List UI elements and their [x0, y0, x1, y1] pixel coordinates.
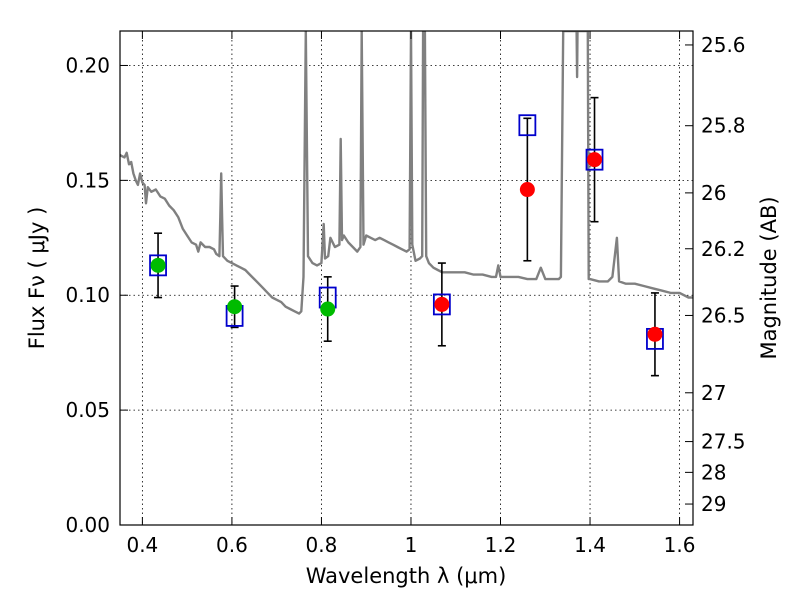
square-marker: [585, 148, 604, 171]
y-tick-label: 0.10: [65, 283, 110, 307]
circle-marker: [434, 296, 450, 312]
circle-marker: [647, 326, 663, 342]
right-tick-label: 26: [701, 181, 726, 205]
y-tick-label: 0.20: [65, 53, 110, 77]
right-tick-label: 25.6: [701, 33, 746, 57]
x-tick-label: 1.4: [574, 533, 606, 557]
axis-ticks: 0.4 0.6 0.8 1 1.2 1.4 1.6 0.00 0.05 0.10 0.15 0.20 2…: [65, 31, 746, 557]
right-tick-label: 27.5: [701, 430, 746, 454]
x-tick-label: 0.8: [306, 533, 338, 557]
plot-frame: [119, 30, 694, 526]
right-tick-label: 26.5: [701, 303, 746, 327]
circle-marker: [320, 301, 336, 317]
x-tick-label: 1.6: [664, 533, 696, 557]
right-tick-label: 27: [701, 381, 726, 405]
data-markers: [149, 114, 664, 350]
right-tick-label: 26.2: [701, 237, 746, 261]
circle-marker: [150, 257, 166, 273]
circle-marker: [227, 299, 243, 315]
square-marker: [149, 254, 167, 277]
x-tick-label: 0.4: [126, 533, 158, 557]
circle-marker: [587, 152, 603, 168]
right-axis-label: Magnitude (AB): [757, 196, 781, 359]
right-tick-label: 29: [701, 492, 726, 516]
x-tick-label: 0.6: [216, 533, 248, 557]
model-spectrum: [120, 31, 693, 315]
x-tick-label: 1.2: [485, 533, 517, 557]
y-axis-label: Flux Fν ( μJy ): [25, 207, 49, 350]
square-marker: [432, 293, 451, 316]
spectrum-line: [120, 31, 693, 315]
y-tick-label: 0.05: [65, 398, 110, 422]
circle-marker: [519, 182, 535, 198]
x-axis-label: Wavelength λ (μm): [306, 564, 507, 588]
right-tick-label: 28: [701, 460, 726, 484]
x-tick-label: 1: [405, 533, 418, 557]
y-tick-label: 0.00: [65, 513, 110, 537]
square-marker: [518, 114, 537, 137]
right-tick-label: 25.8: [701, 114, 746, 138]
y-tick-label: 0.15: [65, 168, 110, 192]
